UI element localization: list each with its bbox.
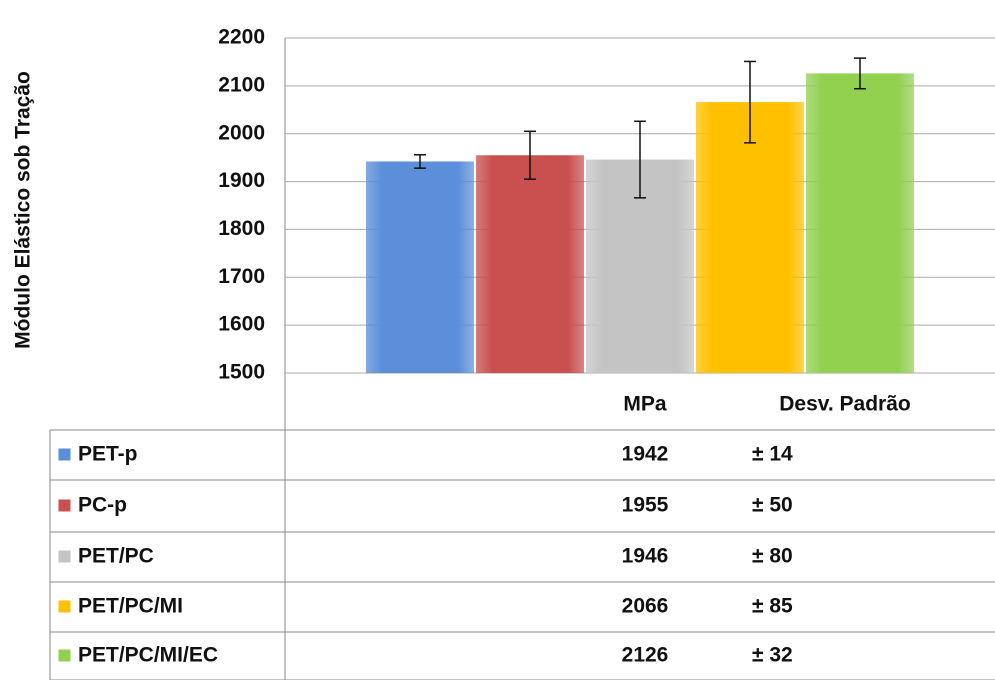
legend-swatch <box>57 648 72 663</box>
table-header: Desv. Padrão <box>779 393 911 416</box>
y-tick-label: 1700 <box>218 265 265 288</box>
table-header: MPa <box>623 393 667 416</box>
legend-label: PET-p <box>78 443 138 466</box>
y-tick-label: 2000 <box>218 121 265 144</box>
legend-swatch <box>57 447 72 462</box>
error-bar <box>744 60 756 144</box>
legend-label: PET/PC/MI/EC <box>78 644 218 667</box>
value-cell: 1942 <box>622 443 669 466</box>
legend-swatch <box>57 549 72 564</box>
error-bar <box>414 154 426 169</box>
error-cell: ± 32 <box>752 644 793 667</box>
bar <box>366 161 474 373</box>
error-cell: ± 80 <box>752 545 793 568</box>
y-tick-label: 1600 <box>218 313 265 336</box>
bar <box>476 155 584 373</box>
value-cell: 1955 <box>622 494 669 517</box>
error-bar <box>524 130 536 180</box>
bar <box>806 73 914 374</box>
legend-swatch <box>57 498 72 513</box>
legend-label: PET/PC/MI <box>78 595 183 618</box>
error-bar <box>634 120 646 199</box>
y-tick-label: 2100 <box>218 73 265 96</box>
error-cell: ± 50 <box>752 494 793 517</box>
legend-label: PC-p <box>78 494 127 517</box>
y-tick-label: 1500 <box>218 361 265 384</box>
value-cell: 2066 <box>622 595 669 618</box>
y-axis-label: Módulo Elástico sob Tração <box>12 71 35 349</box>
legend-swatch <box>57 599 72 614</box>
error-cell: ± 85 <box>752 595 793 618</box>
value-cell: 2126 <box>622 644 669 667</box>
legend-label: PET/PC <box>78 545 154 568</box>
error-cell: ± 14 <box>752 443 793 466</box>
y-tick-label: 1800 <box>218 217 265 240</box>
bar <box>696 102 804 373</box>
y-tick-label: 2200 <box>218 26 265 49</box>
y-tick-label: 1900 <box>218 169 265 192</box>
error-bar <box>854 57 866 90</box>
value-cell: 1946 <box>622 545 669 568</box>
